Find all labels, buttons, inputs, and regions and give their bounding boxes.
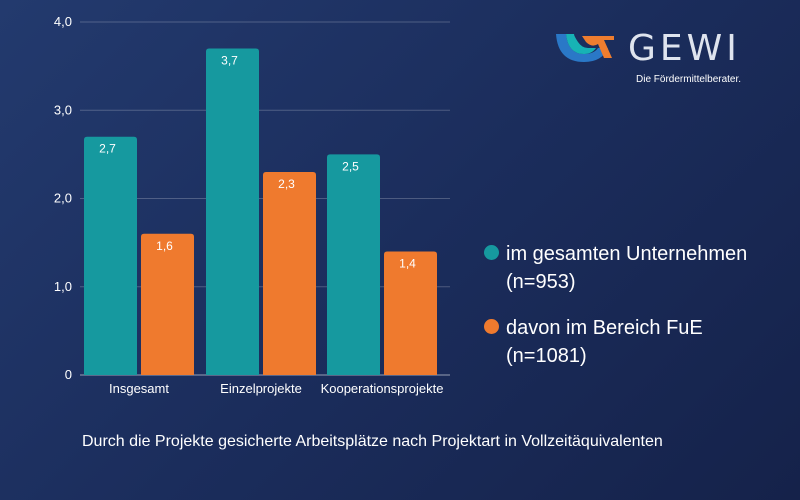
- bar: [206, 48, 259, 375]
- bar-data-label: 3,7: [221, 53, 238, 67]
- y-tick-label: 2,0: [54, 191, 72, 206]
- chart-legend: im gesamten Unternehmen (n=953) davon im…: [484, 240, 784, 388]
- x-category-label: Insgesamt: [109, 381, 169, 396]
- bar: [327, 154, 380, 375]
- bar-data-label: 2,3: [278, 177, 295, 191]
- bar: [263, 172, 316, 375]
- legend-label-fue-line1: davon im Bereich FuE: [506, 317, 703, 339]
- x-category-label: Einzelprojekte: [220, 381, 302, 396]
- logo-tagline: Die Fördermittelberater.: [636, 74, 742, 85]
- bar-data-label: 1,4: [399, 256, 416, 270]
- legend-label-gesamt-line1: im gesamten Unternehmen: [506, 243, 748, 265]
- legend-item-gesamt: im gesamten Unternehmen (n=953): [484, 240, 784, 296]
- legend-swatch-gesamt: [484, 245, 499, 260]
- y-tick-label: 4,0: [54, 14, 72, 29]
- y-tick-label: 3,0: [54, 102, 72, 117]
- bar: [84, 136, 137, 375]
- chart-caption: Durch die Projekte gesicherte Arbeitsplä…: [82, 433, 663, 450]
- legend-label-fue-line2: (n=1081): [506, 345, 587, 367]
- bar-data-label: 2,7: [99, 142, 116, 156]
- bar: [384, 251, 437, 375]
- legend-swatch-fue: [484, 319, 499, 334]
- gewi-logo: GEWI Die Fördermittelberater.: [552, 28, 762, 88]
- logo-wordmark: GEWI: [628, 28, 741, 69]
- bar-data-label: 1,6: [156, 239, 173, 253]
- gewi-logo-icon: [556, 34, 614, 62]
- bar-data-label: 2,5: [342, 159, 359, 173]
- x-category-label: Kooperationsprojekte: [321, 381, 444, 396]
- y-tick-label: 1,0: [54, 279, 72, 294]
- y-tick-label: 0: [65, 367, 72, 382]
- legend-label-gesamt-line2: (n=953): [506, 271, 576, 293]
- legend-item-fue: davon im Bereich FuE (n=1081): [484, 314, 784, 370]
- bar: [141, 233, 194, 375]
